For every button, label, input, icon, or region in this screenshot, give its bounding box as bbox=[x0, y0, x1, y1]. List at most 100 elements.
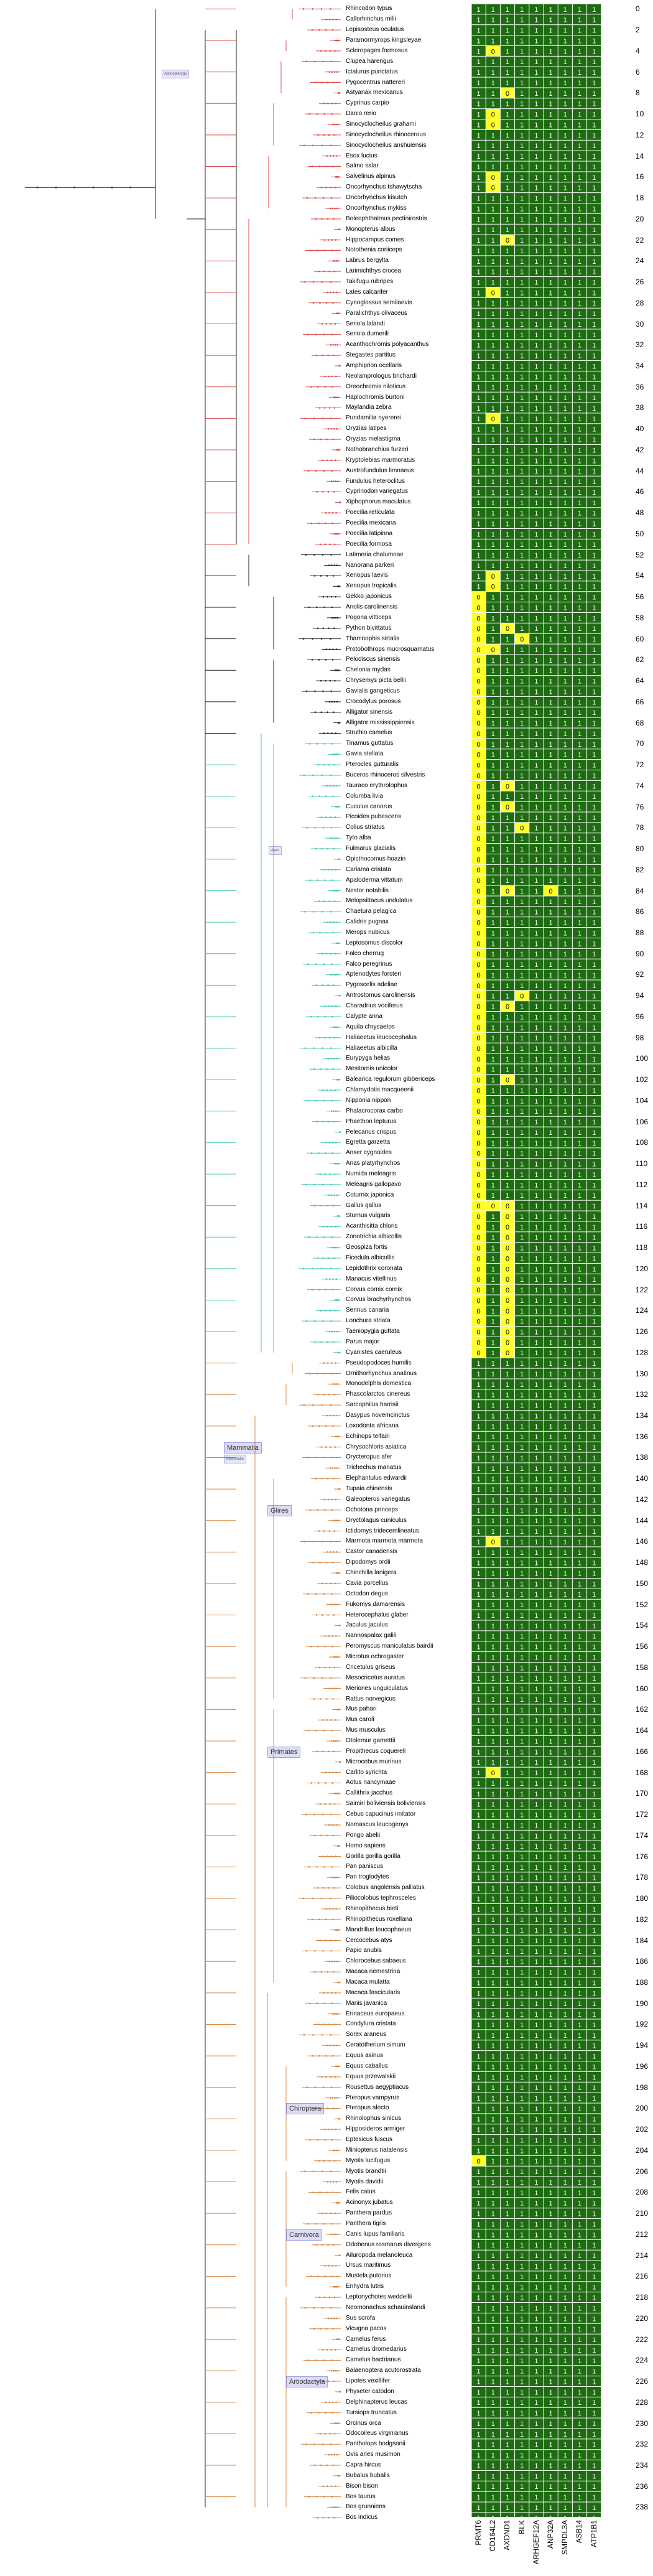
tree-node bbox=[333, 1058, 335, 1060]
grid-cell-label: 0 bbox=[477, 993, 481, 1001]
tree-node bbox=[322, 2517, 325, 2519]
tree-node bbox=[313, 1205, 316, 1206]
grid-cell-label: 1 bbox=[534, 772, 538, 780]
species-label: Camelus bactrianus bbox=[346, 2356, 401, 2364]
grid-cell-label: 1 bbox=[592, 730, 596, 738]
grid-cell-label: 1 bbox=[520, 48, 524, 55]
grid-cell-label: 1 bbox=[563, 1150, 567, 1158]
tree-node bbox=[332, 2191, 334, 2193]
grid-cell bbox=[500, 77, 515, 88]
tree-node bbox=[305, 1950, 308, 1952]
tree-node bbox=[338, 1625, 341, 1626]
grid-cell-label: 1 bbox=[534, 1004, 538, 1011]
grid-cell-label: 1 bbox=[563, 836, 567, 843]
species-label: Myotis brandtii bbox=[346, 2167, 386, 2175]
grid-cell bbox=[471, 277, 486, 287]
grid-cell-label: 1 bbox=[592, 1623, 596, 1630]
grid-cell-label: 1 bbox=[578, 279, 581, 286]
grid-cell bbox=[500, 413, 515, 424]
grid-cell-label: 1 bbox=[477, 1801, 481, 1809]
grid-cell-label: 1 bbox=[549, 90, 553, 98]
grid-cell-label: 1 bbox=[563, 646, 567, 654]
grid-cell-label: 1 bbox=[491, 27, 495, 35]
grid-cell bbox=[529, 140, 544, 151]
grid-cell-label: 1 bbox=[520, 1654, 524, 1661]
tree-node bbox=[338, 502, 341, 503]
grid-cell-label: 1 bbox=[563, 1895, 567, 1903]
grid-cell bbox=[471, 413, 486, 424]
tree-node bbox=[330, 1813, 332, 1816]
grid-cell bbox=[587, 98, 601, 109]
grid-cell-label: 1 bbox=[520, 709, 524, 717]
tree-node bbox=[335, 2181, 338, 2183]
tree-node bbox=[327, 291, 329, 294]
tree-node bbox=[310, 386, 312, 388]
species-label: Rattus norvegicus bbox=[346, 1695, 396, 1702]
grid-cell-label: 1 bbox=[520, 447, 524, 454]
grid-cell-label: 1 bbox=[520, 615, 524, 622]
grid-cell-label: 1 bbox=[578, 856, 581, 864]
grid-cell-label: 1 bbox=[506, 541, 509, 549]
tree-node bbox=[338, 228, 341, 231]
grid-cell-label: 1 bbox=[477, 1476, 481, 1483]
tree-node bbox=[325, 1782, 327, 1784]
tree-node bbox=[312, 2034, 314, 2036]
tree-node bbox=[303, 1541, 306, 1542]
tree-node bbox=[334, 260, 336, 262]
grid-cell-label: 0 bbox=[477, 1224, 481, 1231]
grid-cell bbox=[486, 56, 500, 67]
grid-cell-label: 1 bbox=[506, 1161, 509, 1169]
grid-cell-label: 0 bbox=[477, 741, 481, 749]
grid-cell-label: 1 bbox=[520, 1014, 524, 1021]
grid-cell-label: 1 bbox=[534, 1276, 538, 1284]
species-label: Ailuropoda melanoleuca bbox=[346, 2251, 413, 2259]
grid-cell-label: 1 bbox=[549, 930, 553, 937]
tree-node bbox=[321, 218, 323, 220]
grid-cell bbox=[587, 109, 601, 119]
grid-cell-label: 1 bbox=[506, 1654, 509, 1661]
grid-cell-label: 1 bbox=[578, 300, 581, 307]
grid-cell bbox=[486, 297, 500, 308]
grid-cell-label: 1 bbox=[534, 1213, 538, 1221]
tree-node bbox=[314, 711, 317, 714]
tree-node bbox=[335, 1519, 338, 1522]
tree-node bbox=[333, 847, 335, 850]
grid-cell-label: 1 bbox=[491, 6, 495, 14]
grid-cell-label: 1 bbox=[592, 216, 596, 223]
grid-cell bbox=[587, 203, 601, 213]
species-label: Calidris pugnax bbox=[346, 918, 389, 926]
tree-node bbox=[323, 334, 325, 335]
grid-cell bbox=[544, 497, 558, 508]
tree-node bbox=[322, 2349, 324, 2351]
species-label: Struthio camelus bbox=[346, 729, 392, 737]
tree-node bbox=[334, 837, 336, 839]
grid-cell-label: 1 bbox=[592, 101, 596, 108]
grid-cell-label: 1 bbox=[506, 1412, 509, 1420]
grid-cell-label: 1 bbox=[592, 1035, 596, 1042]
grid-cell-label: 1 bbox=[534, 1570, 538, 1578]
grid-cell-label: 1 bbox=[563, 468, 567, 475]
grid-cell-label: 1 bbox=[534, 867, 538, 874]
grid-cell-label: 1 bbox=[592, 1465, 596, 1473]
grid-cell-label: 1 bbox=[506, 699, 509, 706]
grid-cell-label: 1 bbox=[491, 1297, 495, 1305]
grid-cell-label: 1 bbox=[563, 625, 567, 633]
grid-cell-label: 1 bbox=[592, 1255, 596, 1262]
grid-cell-label: 1 bbox=[578, 468, 581, 475]
tree-node bbox=[338, 1981, 340, 1984]
tree-node bbox=[331, 511, 334, 514]
grid-cell-label: 1 bbox=[549, 1580, 553, 1588]
grid-cell bbox=[515, 497, 529, 508]
grid-cell-label: 1 bbox=[549, 237, 553, 245]
grid-cell-label: 1 bbox=[592, 153, 596, 161]
grid-cell-label: 1 bbox=[578, 1654, 581, 1661]
grid-cell-label: 1 bbox=[506, 1014, 509, 1021]
grid-cell-label: 0 bbox=[506, 1224, 509, 1231]
tree-node bbox=[330, 459, 332, 462]
species-label: Sus scrofa bbox=[346, 2314, 376, 2322]
grid-cell-label: 1 bbox=[534, 1434, 538, 1441]
species-label: Camelus dromedarius bbox=[346, 2346, 407, 2353]
grid-cell-label: 1 bbox=[549, 489, 553, 497]
tree-node bbox=[336, 1876, 339, 1878]
tree-node bbox=[321, 1477, 323, 1480]
